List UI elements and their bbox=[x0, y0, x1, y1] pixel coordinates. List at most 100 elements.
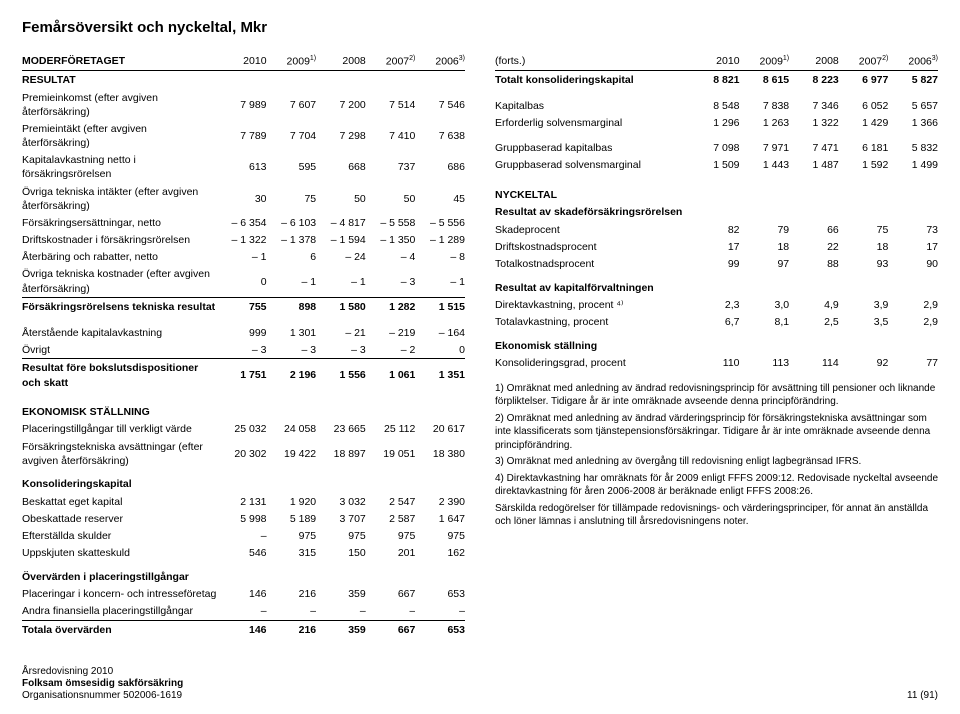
cell: 201 bbox=[366, 545, 416, 562]
cell: 3,9 bbox=[839, 296, 889, 313]
cell: – bbox=[217, 527, 267, 544]
cell: 79 bbox=[740, 221, 790, 238]
cell: 2 587 bbox=[366, 510, 416, 527]
cell: – 1 bbox=[316, 266, 366, 298]
cell: 150 bbox=[316, 545, 366, 562]
cell: – bbox=[316, 603, 366, 621]
subtotal-row: Resultat före bokslutsdispositioner och … bbox=[22, 359, 465, 391]
cell: 75 bbox=[839, 221, 889, 238]
row-label: Efterställda skulder bbox=[22, 527, 217, 544]
cell: 5 832 bbox=[888, 139, 938, 156]
cell: 546 bbox=[217, 545, 267, 562]
table-row: Kapitalbas8 5487 8387 3466 0525 657 bbox=[495, 97, 938, 114]
cell: 359 bbox=[316, 620, 366, 638]
cell: 2,5 bbox=[789, 313, 839, 330]
cell: 8,1 bbox=[740, 313, 790, 330]
row-label: Försäkringsrörelsens tekniska resultat bbox=[22, 298, 217, 316]
table-row: Erforderlig solvensmarginal1 2961 2631 3… bbox=[495, 114, 938, 131]
cell: 737 bbox=[366, 152, 416, 183]
cell: 0 bbox=[217, 266, 267, 298]
row-label: Premieinkomst (efter avgiven återförsäkr… bbox=[22, 89, 217, 120]
table-row: Placeringstillgångar till verkligt värde… bbox=[22, 421, 465, 438]
cell: – 3 bbox=[366, 266, 416, 298]
table-row: Totalkostnadsprocent9997889390 bbox=[495, 255, 938, 272]
cell: 4,9 bbox=[789, 296, 839, 313]
table-row: Placeringar i koncern- och intresseföret… bbox=[22, 585, 465, 602]
cell: 50 bbox=[316, 183, 366, 214]
right-h1: (forts.) bbox=[495, 52, 690, 71]
cell: – 1 bbox=[415, 266, 465, 298]
row-label: Återbäring och rabatter, netto bbox=[22, 249, 217, 266]
cell: – 4 bbox=[366, 249, 416, 266]
cell: 1 499 bbox=[888, 157, 938, 174]
cell: 1 487 bbox=[789, 157, 839, 174]
cell: 7 410 bbox=[366, 120, 416, 151]
table-row: Återstående kapitalavkastning9991 301– 2… bbox=[22, 324, 465, 341]
cell: 7 789 bbox=[217, 120, 267, 151]
cell: 22 bbox=[789, 238, 839, 255]
year-2010: 2010 bbox=[217, 52, 267, 71]
cell: 73 bbox=[888, 221, 938, 238]
cell: – 3 bbox=[316, 341, 366, 359]
table-row bbox=[495, 89, 938, 97]
cell: 114 bbox=[789, 354, 839, 371]
subtotal-row: Försäkringsrörelsens tekniska resultat75… bbox=[22, 298, 465, 316]
cell: 2,3 bbox=[690, 296, 740, 313]
cell: 97 bbox=[740, 255, 790, 272]
footnote-3: 3) Omräknat med anledning av övergång ti… bbox=[495, 455, 938, 469]
cell: 686 bbox=[415, 152, 465, 183]
table-row: Gruppbaserad solvensmarginal1 5091 4431 … bbox=[495, 157, 938, 174]
cell: 1 061 bbox=[366, 359, 416, 391]
cell: 6 181 bbox=[839, 139, 889, 156]
row-label: Driftskostnader i försäkringsrörelsen bbox=[22, 232, 217, 249]
row-label: Placeringstillgångar till verkligt värde bbox=[22, 421, 217, 438]
cell: 5 998 bbox=[217, 510, 267, 527]
cell: – 219 bbox=[366, 324, 416, 341]
cell: 1 515 bbox=[415, 298, 465, 316]
cell: 3 032 bbox=[316, 493, 366, 510]
cell: 1 263 bbox=[740, 114, 790, 131]
cell: 975 bbox=[415, 527, 465, 544]
left-h3: EKONOMISK STÄLLNING bbox=[22, 391, 217, 421]
cell: 7 298 bbox=[316, 120, 366, 151]
left-h2: RESULTAT bbox=[22, 71, 217, 89]
cell: 93 bbox=[839, 255, 889, 272]
table-row: Obeskattade reserver5 9985 1893 7072 587… bbox=[22, 510, 465, 527]
row-label: Direktavkastning, procent ⁴⁾ bbox=[495, 296, 690, 313]
cell: 146 bbox=[217, 620, 267, 638]
cell: 2 131 bbox=[217, 493, 267, 510]
cell: – bbox=[366, 603, 416, 621]
cell: 20 302 bbox=[217, 438, 267, 469]
cell: 88 bbox=[789, 255, 839, 272]
left-column: MODERFÖRETAGET 2010 20091) 2008 20072) 2… bbox=[22, 52, 465, 638]
row-label: Återstående kapitalavkastning bbox=[22, 324, 217, 341]
table-row: Övrigt– 3– 3– 3– 20 bbox=[22, 341, 465, 359]
right-h3: Resultat av skadeförsäkringsrörelsen bbox=[495, 203, 690, 221]
row-label: Andra finansiella placeringstillgångar bbox=[22, 603, 217, 621]
cell: 1 592 bbox=[839, 157, 889, 174]
cell: – 6 103 bbox=[267, 214, 317, 231]
cell: 5 827 bbox=[888, 71, 938, 89]
cell: – 1 322 bbox=[217, 232, 267, 249]
cell: 1 322 bbox=[789, 114, 839, 131]
subtotal-row: Totalt konsolideringskapital8 8218 6158 … bbox=[495, 71, 938, 89]
cell: 66 bbox=[789, 221, 839, 238]
cell: 18 380 bbox=[415, 438, 465, 469]
cell: 25 032 bbox=[217, 421, 267, 438]
cell: 7 200 bbox=[316, 89, 366, 120]
right-column: (forts.) 2010 20091) 2008 20072) 20063) … bbox=[495, 52, 938, 638]
cell: 613 bbox=[217, 152, 267, 183]
cell: 7 098 bbox=[690, 139, 740, 156]
cell: 19 051 bbox=[366, 438, 416, 469]
cell: – 1 378 bbox=[267, 232, 317, 249]
cell: 1 920 bbox=[267, 493, 317, 510]
right-h2: NYCKELTAL bbox=[495, 174, 690, 204]
table-row: Försäkringsersättningar, netto– 6 354– 6… bbox=[22, 214, 465, 231]
row-label: Kapitalbas bbox=[495, 97, 690, 114]
table-row: Driftskostnadsprocent1718221817 bbox=[495, 238, 938, 255]
page-number: 11 (91) bbox=[907, 689, 938, 703]
row-label: Gruppbaserad kapitalbas bbox=[495, 139, 690, 156]
cell: 8 615 bbox=[740, 71, 790, 89]
right-h4: Resultat av kapitalförvaltningen bbox=[495, 273, 690, 297]
row-label: Skadeprocent bbox=[495, 221, 690, 238]
